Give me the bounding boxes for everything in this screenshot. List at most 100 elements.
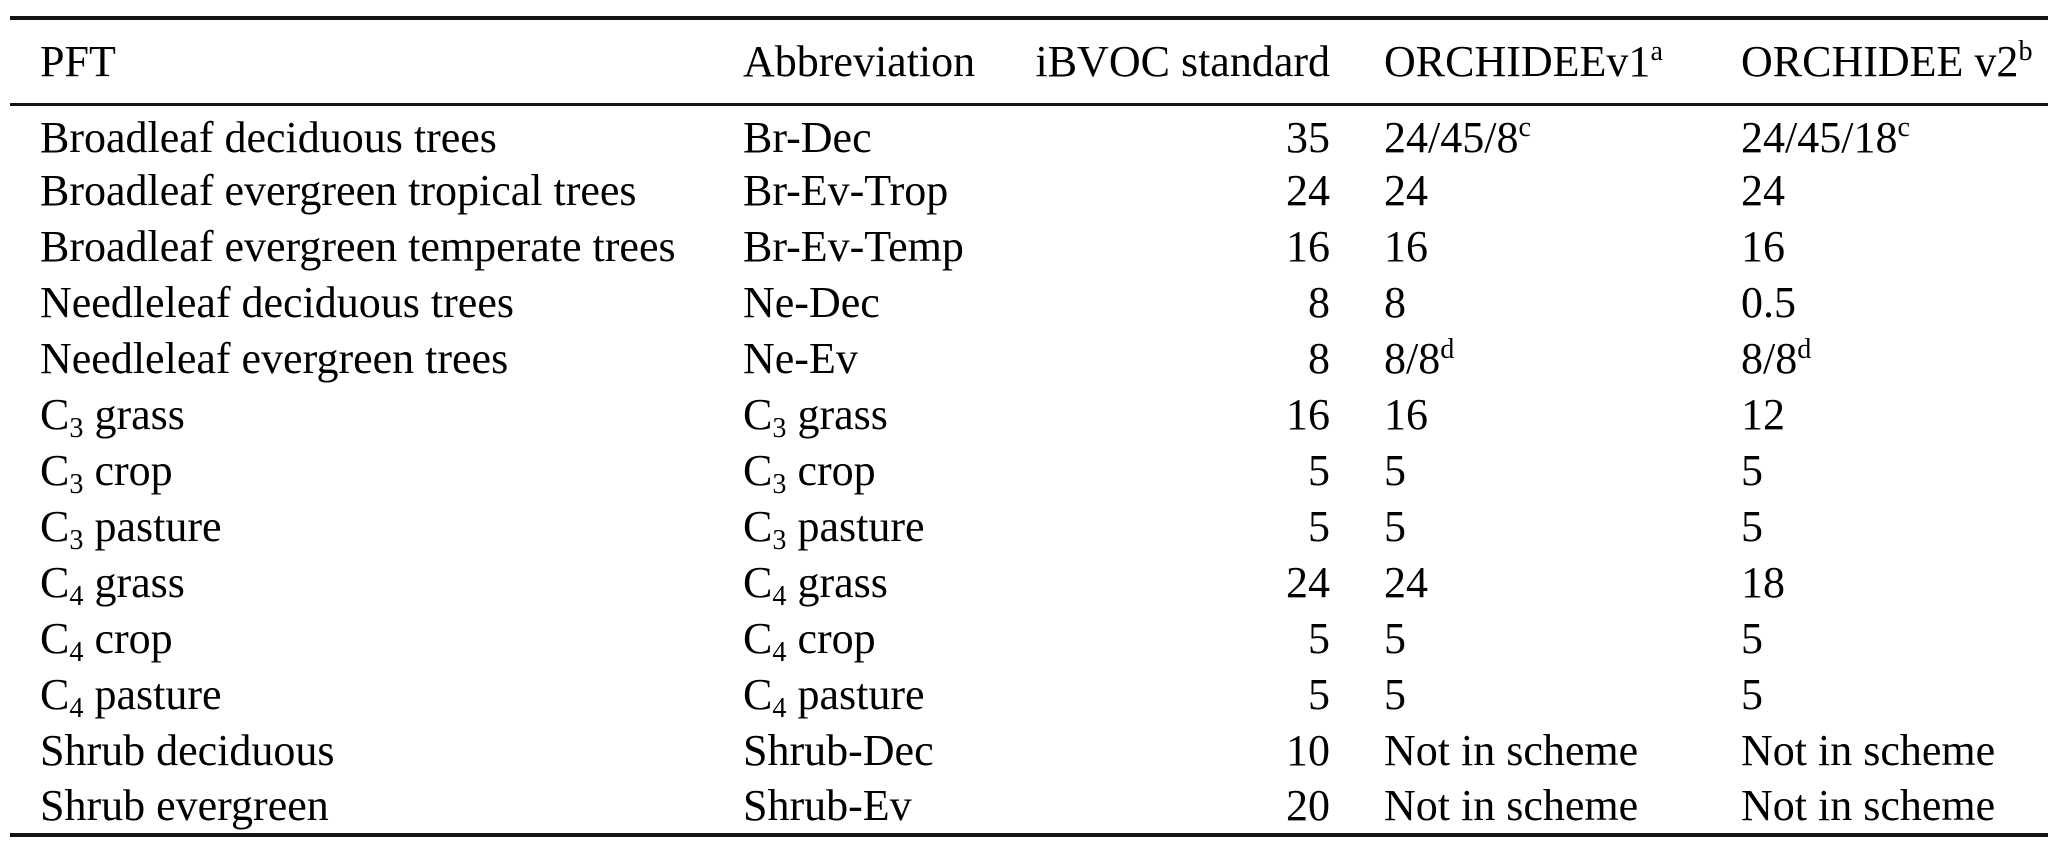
table-row: Broadleaf evergreen temperate trees Br-Ev…	[10, 219, 2048, 275]
cell-v2: 5	[1741, 446, 1763, 495]
cell-v1: 5	[1384, 614, 1406, 663]
cell-v1: 16	[1384, 390, 1428, 439]
column-header-abbr: Abbreviation	[743, 18, 997, 106]
cell-abbr: C3 crop	[743, 446, 876, 500]
cell-ibvoc: 5	[1308, 614, 1330, 663]
table-row: Shrub deciduous Shrub-Dec 10 Not in scheme N…	[10, 723, 2048, 779]
cell-v2: 12	[1741, 390, 1785, 439]
table-row: C3 crop C3 crop 5 5 5	[10, 443, 2048, 499]
table-row: Shrub evergreen Shrub-Ev 20 Not in scheme No…	[10, 779, 2048, 835]
cell-ibvoc: 8	[1308, 334, 1330, 383]
table-row: C4 grass C4 grass 24 24 18	[10, 555, 2048, 611]
subscript: 4	[69, 636, 84, 668]
cell-ibvoc: 24	[1286, 166, 1330, 215]
table-row: C4 pasture C4 pasture 5 5 5	[10, 667, 2048, 723]
table-row: C3 pasture C3 pasture 5 5 5	[10, 499, 2048, 555]
cell-pft: C3 pasture	[40, 502, 222, 556]
subscript: 4	[772, 692, 787, 724]
cell-v1: 5	[1384, 502, 1406, 551]
cell-pft: C3 grass	[40, 390, 185, 444]
cell-v1: 8/8d	[1384, 333, 1455, 383]
cell-pft: Broadleaf evergreen temperate trees	[40, 222, 676, 271]
cell-v2: Not in scheme	[1741, 781, 1996, 830]
superscript: a	[1650, 36, 1663, 68]
subscript: 4	[772, 636, 787, 668]
table-body: Broadleaf deciduous trees Br-Dec 35 24/45/8…	[10, 104, 2048, 835]
table-row: C3 grass C3 grass 16 16 12	[10, 387, 2048, 443]
cell-v1: 16	[1384, 222, 1428, 271]
table-row: C4 crop C4 crop 5 5 5	[10, 611, 2048, 667]
cell-ibvoc: 35	[1286, 112, 1330, 162]
cell-pft: Needleleaf evergreen trees	[40, 334, 509, 383]
cell-v1: 24	[1384, 558, 1428, 607]
cell-pft: Shrub evergreen	[40, 781, 329, 830]
cell-pft: C4 grass	[40, 558, 185, 612]
subscript: 4	[69, 580, 84, 612]
cell-abbr: C3 grass	[743, 390, 888, 444]
subscript: 3	[772, 412, 787, 444]
superscript: c	[1518, 112, 1531, 144]
subscript: 3	[772, 468, 787, 500]
cell-abbr: Ne-Dec	[743, 278, 880, 327]
cell-pft: C4 pasture	[40, 670, 222, 724]
column-header-v2: ORCHIDEE v2b	[1741, 18, 2048, 106]
cell-v1: 5	[1384, 670, 1406, 719]
cell-abbr: Ne-Ev	[743, 334, 858, 383]
cell-ibvoc: 8	[1308, 278, 1330, 327]
cell-ibvoc: 16	[1286, 222, 1330, 271]
cell-v2: 24	[1741, 166, 1785, 215]
cell-pft: C3 crop	[40, 446, 173, 500]
cell-ibvoc: 5	[1308, 502, 1330, 551]
cell-v2: 5	[1741, 502, 1763, 551]
cell-v1: 24/45/8c	[1384, 112, 1531, 162]
cell-v1: 5	[1384, 446, 1406, 495]
cell-abbr: Shrub-Dec	[743, 726, 934, 775]
cell-abbr: Br-Dec	[743, 112, 872, 162]
cell-abbr: Br-Ev-Trop	[743, 166, 949, 215]
table-row: Broadleaf deciduous trees Br-Dec 35 24/45/8…	[10, 104, 2048, 163]
superscript: d	[1797, 333, 1812, 365]
table-head: PFT Abbreviation iBVOC standard ORCHIDEEv1a…	[10, 18, 2048, 106]
cell-v2: 18	[1741, 558, 1785, 607]
table-row: Needleleaf deciduous trees Ne-Dec 8 8 0.5	[10, 275, 2048, 331]
cell-v2: 8/8d	[1741, 333, 1812, 383]
column-header-pft: PFT	[10, 18, 743, 106]
table-row: Needleleaf evergreen trees Ne-Ev 8 8/8d 8/8d	[10, 331, 2048, 387]
cell-abbr: C4 grass	[743, 558, 888, 612]
cell-abbr: C3 pasture	[743, 502, 925, 556]
table-row: Broadleaf evergreen tropical trees Br-Ev-…	[10, 163, 2048, 219]
cell-v1: 24	[1384, 166, 1428, 215]
superscript: c	[1897, 112, 1910, 144]
column-header-v1: ORCHIDEEv1a	[1330, 18, 1741, 106]
superscript: d	[1440, 333, 1455, 365]
cell-abbr: C4 pasture	[743, 670, 925, 724]
cell-pft: Broadleaf evergreen tropical trees	[40, 166, 637, 215]
cell-ibvoc: 5	[1308, 670, 1330, 719]
superscript: b	[2018, 36, 2033, 68]
cell-v2: Not in scheme	[1741, 726, 1996, 775]
cell-pft: Broadleaf deciduous trees	[40, 112, 497, 162]
cell-v2: 24/45/18c	[1741, 112, 1910, 162]
subscript: 3	[772, 524, 787, 556]
cell-ibvoc: 16	[1286, 390, 1330, 439]
cell-v2: 16	[1741, 222, 1785, 271]
cell-v2: 5	[1741, 670, 1763, 719]
column-header-ibvoc: iBVOC standard	[997, 18, 1330, 106]
cell-abbr: Shrub-Ev	[743, 781, 912, 830]
subscript: 3	[69, 468, 84, 500]
cell-v1: 8	[1384, 278, 1406, 327]
subscript: 4	[772, 580, 787, 612]
cell-v1: Not in scheme	[1384, 781, 1639, 830]
cell-ibvoc: 20	[1286, 781, 1330, 830]
cell-pft: Needleleaf deciduous trees	[40, 278, 514, 327]
cell-v2: 0.5	[1741, 278, 1796, 327]
cell-pft: C4 crop	[40, 614, 173, 668]
cell-pft: Shrub deciduous	[40, 726, 335, 775]
subscript: 3	[69, 524, 84, 556]
cell-ibvoc: 24	[1286, 558, 1330, 607]
cell-v2: 5	[1741, 614, 1763, 663]
cell-v1: Not in scheme	[1384, 726, 1639, 775]
header-row: PFT Abbreviation iBVOC standard ORCHIDEEv1a…	[10, 18, 2048, 106]
pft-emission-factors-table: PFT Abbreviation iBVOC standard ORCHIDEEv1a…	[10, 16, 2048, 837]
cell-abbr: C4 crop	[743, 614, 876, 668]
